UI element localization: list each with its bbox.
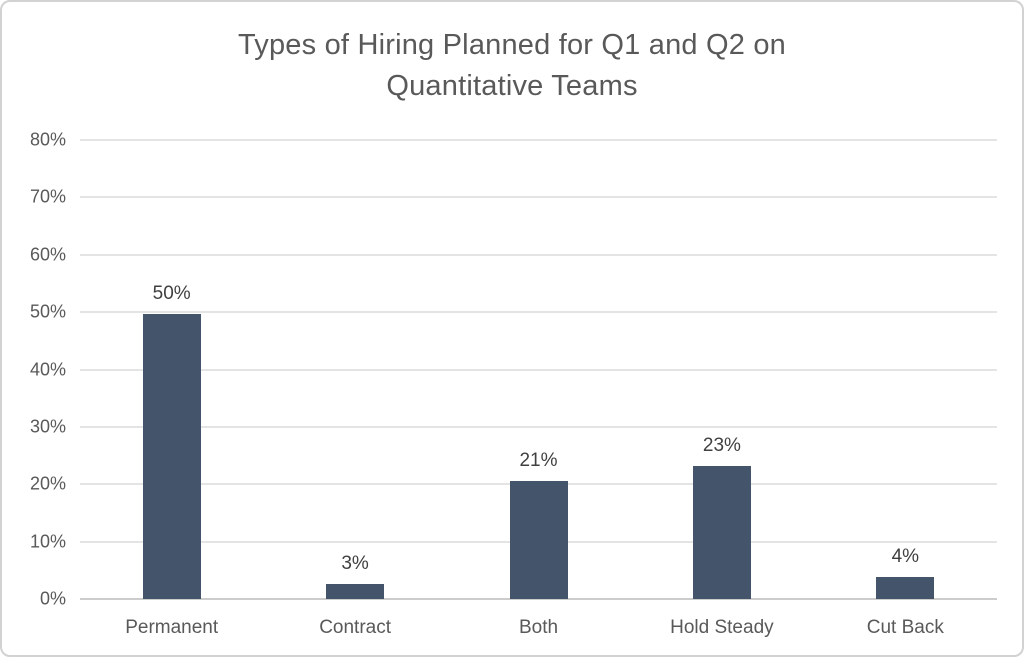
y-axis-tick-label: 50%	[29, 301, 66, 322]
bar-value-label: 4%	[891, 545, 920, 567]
x-axis-category-label: Permanent	[125, 617, 219, 638]
bar-value-label: 23%	[702, 434, 741, 456]
y-axis-tick-label: 60%	[29, 244, 66, 265]
y-axis-tick-label: 10%	[29, 531, 66, 552]
y-axis-tick-label: 80%	[29, 129, 66, 150]
x-axis-line	[80, 598, 997, 600]
y-axis-tick-label: 0%	[39, 588, 66, 609]
gridline	[80, 139, 997, 141]
gridline	[80, 253, 997, 256]
bar	[692, 465, 751, 599]
x-axis-category-label: Cut Back	[866, 617, 944, 638]
bar-value-label: 21%	[519, 449, 558, 471]
x-axis-category-label: Contract	[319, 617, 391, 638]
bar-value-label: 50%	[152, 283, 191, 305]
bar	[509, 480, 568, 599]
bar	[142, 314, 201, 599]
x-axis-category-label: Both	[518, 617, 559, 638]
gridline	[80, 196, 997, 199]
x-axis-category-label: Hold Steady	[670, 617, 774, 638]
gridline	[80, 311, 997, 314]
bar-value-label: 3%	[341, 553, 369, 575]
bar	[876, 576, 935, 599]
y-axis-tick-label: 70%	[29, 186, 66, 207]
y-axis-tick-label: 30%	[29, 416, 66, 437]
y-axis-tick-label: 20%	[29, 473, 66, 494]
bar	[326, 584, 385, 599]
gridline	[80, 425, 997, 428]
chart-title-line-2: Quantitative Teams	[386, 70, 638, 102]
chart-title-line-1: Types of Hiring Planned for Q1 and Q2 on	[237, 29, 787, 61]
y-axis-tick-label: 40%	[29, 359, 66, 379]
gridline	[80, 368, 997, 371]
